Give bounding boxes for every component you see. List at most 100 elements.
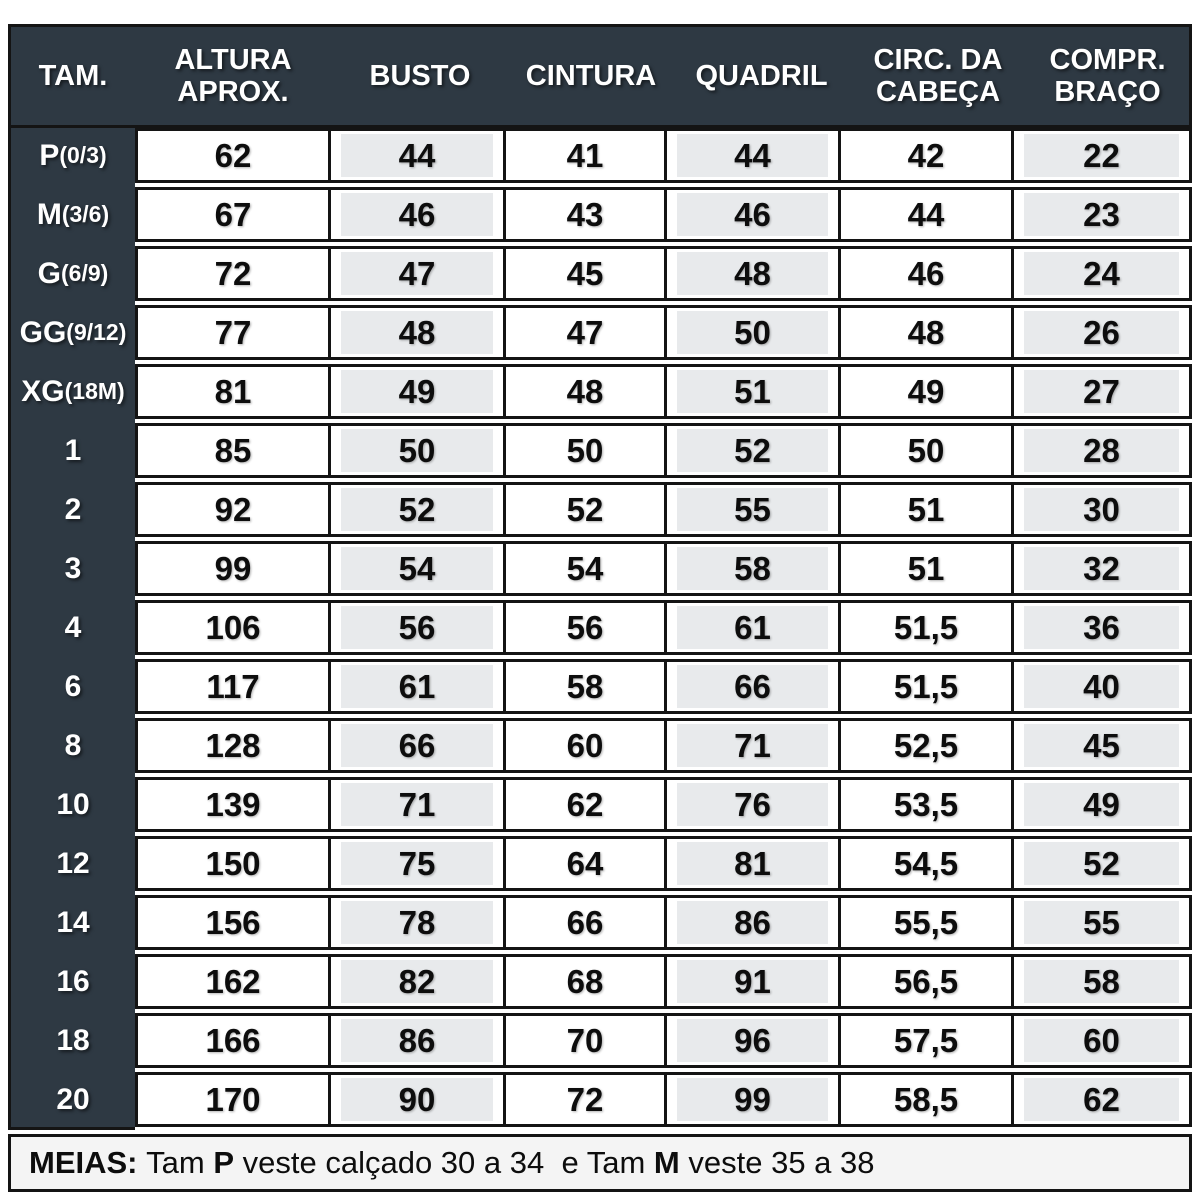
cell-shade (341, 783, 493, 826)
size-label-main: 16 (56, 964, 90, 998)
data-cell: 51 (838, 482, 1014, 537)
cell-value: 106 (205, 608, 261, 646)
cell-value: 54 (398, 549, 436, 587)
data-cell: 60 (503, 718, 667, 773)
size-label: 18 (11, 1013, 135, 1068)
data-cell: 40 (1011, 659, 1192, 714)
cell-value: 56 (398, 608, 436, 646)
data-cell: 77 (135, 305, 331, 360)
cell-value: 58 (734, 549, 771, 587)
size-label: 1 (11, 423, 135, 478)
data-cell: 57,5 (838, 1013, 1014, 1068)
header-cell-busto: BUSTO (369, 59, 471, 92)
data-cell: 50 (503, 423, 667, 478)
size-label-sub: (6/9) (61, 260, 109, 286)
cell-value: 47 (398, 254, 436, 292)
size-label: 2 (11, 482, 135, 537)
cell-shade (677, 252, 828, 295)
cell-value: 41 (566, 136, 604, 174)
cell-value: 52 (1083, 844, 1120, 882)
cell-value: 55 (1083, 903, 1120, 941)
cell-shade (341, 134, 493, 177)
size-label-main: GG (19, 315, 67, 349)
data-cell: 23 (1011, 187, 1192, 242)
data-cell: 58 (664, 541, 841, 596)
data-cell: 54,5 (838, 836, 1014, 891)
data-cell: 170 (135, 1072, 331, 1127)
cell-shade (677, 311, 828, 354)
cell-value: 66 (566, 903, 604, 941)
data-cell: 67 (135, 187, 331, 242)
cell-value: 78 (398, 903, 436, 941)
data-cell: 76 (664, 777, 841, 832)
cell-value: 47 (566, 313, 604, 351)
data-cell: 166 (135, 1013, 331, 1068)
size-label: 4 (11, 600, 135, 655)
data-cell: 58,5 (838, 1072, 1014, 1127)
data-cell: 52 (328, 482, 506, 537)
data-cell: 90 (328, 1072, 506, 1127)
cell-value: 139 (205, 785, 261, 823)
cell-value: 45 (1083, 726, 1120, 764)
cell-shade (677, 193, 828, 236)
size-label-main: XG (21, 374, 65, 408)
cell-value: 27 (1083, 372, 1120, 410)
cell-value: 48 (566, 372, 604, 410)
data-cell: 62 (1011, 1072, 1192, 1127)
cell-value: 85 (214, 431, 252, 469)
table-row: 85 50 50 52 50 28 (135, 423, 1192, 478)
size-label: 10 (11, 777, 135, 832)
data-cell: 62 (503, 777, 667, 832)
cell-value: 48 (907, 313, 945, 351)
cell-value: 81 (734, 844, 771, 882)
footer-text: Tam (137, 1145, 214, 1180)
footer-text: veste 35 a 38 (679, 1145, 875, 1180)
data-cell: 46 (328, 187, 506, 242)
header-cell-cintura: CINTURA (525, 59, 657, 92)
table-row: 106 56 56 61 51,5 36 (135, 600, 1192, 655)
cell-value: 48 (398, 313, 436, 351)
cell-value: 52 (566, 490, 604, 528)
cell-shade (341, 193, 493, 236)
table-row: 139 71 62 76 53,5 49 (135, 777, 1192, 832)
size-label-main: 12 (56, 846, 90, 880)
data-cell: 58 (503, 659, 667, 714)
cell-value: 53,5 (893, 785, 959, 823)
cell-shade (677, 901, 828, 944)
cell-value: 162 (205, 962, 261, 1000)
data-cell: 43 (503, 187, 667, 242)
cell-shade (1024, 724, 1179, 767)
data-cell: 50 (328, 423, 506, 478)
cell-shade (1024, 1019, 1179, 1062)
cell-shade (341, 1019, 493, 1062)
footer-text: veste calçado 30 a 34 e Tam (234, 1145, 654, 1180)
footer-bold-text: P (213, 1145, 234, 1180)
cell-value: 44 (734, 136, 771, 174)
cell-shade (1024, 488, 1179, 531)
data-cell: 56 (503, 600, 667, 655)
table-row: 150 75 64 81 54,5 52 (135, 836, 1192, 891)
cell-value: 51,5 (893, 667, 959, 705)
size-label: M (3/6) (11, 187, 135, 242)
header-cell-tam: TAM. (38, 59, 108, 92)
cell-shade (1024, 901, 1179, 944)
table-row: 162 82 68 91 56,5 58 (135, 954, 1192, 1009)
cell-shade (341, 311, 493, 354)
cell-value: 99 (734, 1080, 771, 1118)
cell-value: 150 (205, 844, 261, 882)
cell-value: 50 (566, 431, 604, 469)
cell-shade (341, 960, 493, 1003)
table-row: 92 52 52 55 51 30 (135, 482, 1192, 537)
cell-shade (1024, 842, 1179, 885)
data-cell: 99 (135, 541, 331, 596)
cell-value: 49 (398, 372, 436, 410)
data-cell: 96 (664, 1013, 841, 1068)
cell-value: 46 (734, 195, 771, 233)
cell-value: 51,5 (893, 608, 959, 646)
cell-value: 66 (734, 667, 771, 705)
data-cell: 48 (664, 246, 841, 301)
size-label-main: M (36, 197, 62, 231)
size-label-sub: (3/6) (61, 201, 110, 227)
table-row: 81 49 48 51 49 27 (135, 364, 1192, 419)
data-cell: 85 (135, 423, 331, 478)
